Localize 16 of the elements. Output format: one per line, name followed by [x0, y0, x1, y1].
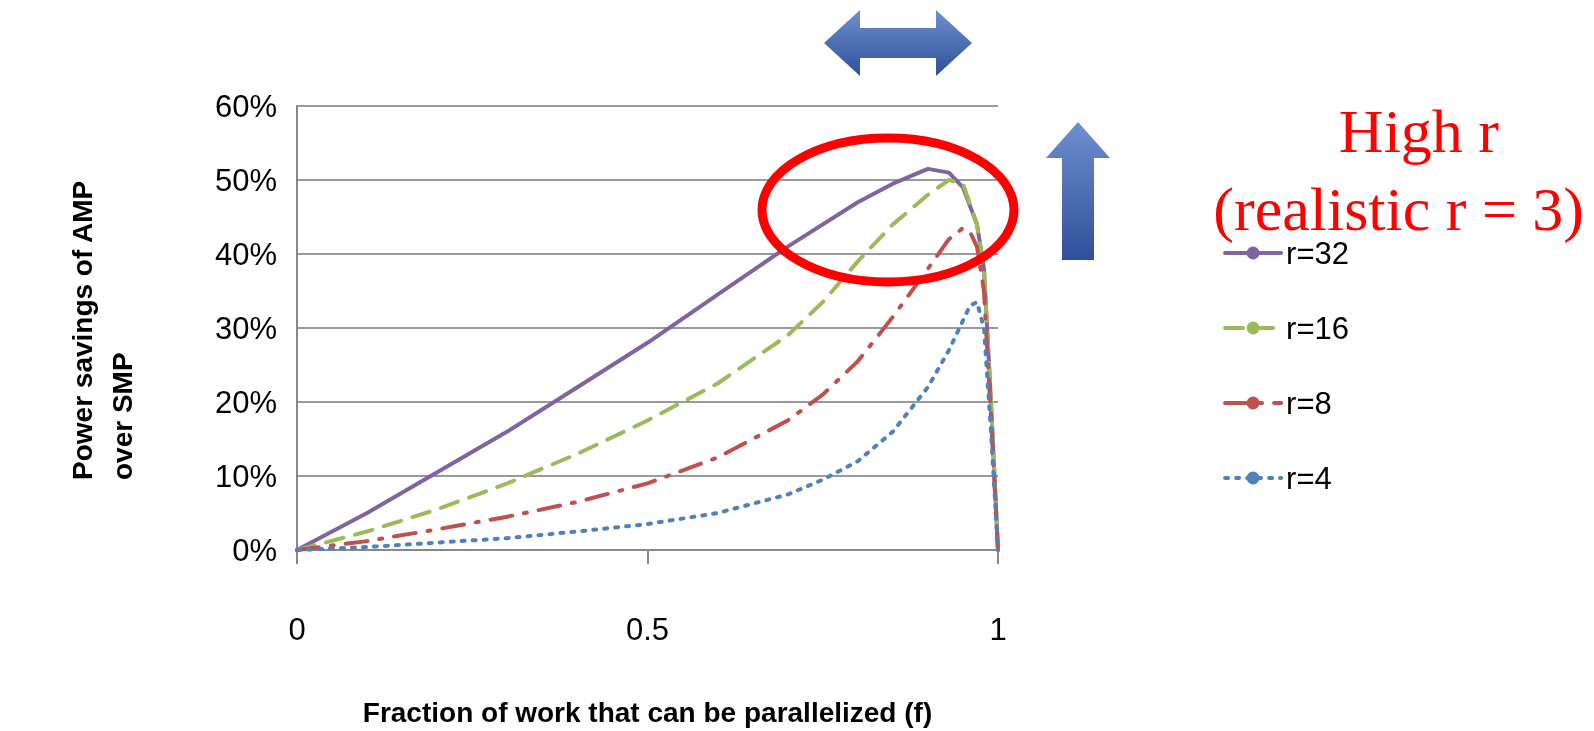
y-tick-label: 60%: [214, 88, 277, 124]
y-tick-label: 20%: [214, 384, 277, 420]
legend-label: r=4: [1286, 460, 1332, 496]
y-tick-label: 10%: [214, 458, 277, 494]
x-tick-label: 0.5: [625, 612, 670, 647]
y-axis-title: Power savings of AMP over SMP: [66, 173, 138, 480]
y-tick-label: 50%: [214, 162, 277, 198]
legend-label: r=16: [1286, 310, 1350, 346]
x-tick-label: 0: [288, 612, 306, 647]
y-tick-label: 40%: [214, 236, 277, 272]
legend-label: r=8: [1286, 385, 1332, 421]
text: High r: [1338, 97, 1500, 165]
y-tick-label: 30%: [214, 310, 277, 346]
y-tick-label: 0%: [232, 532, 277, 568]
x-tick-label: 1: [989, 612, 1007, 647]
x-axis-title: Fraction of work that can be parallelized (f): [362, 696, 933, 728]
